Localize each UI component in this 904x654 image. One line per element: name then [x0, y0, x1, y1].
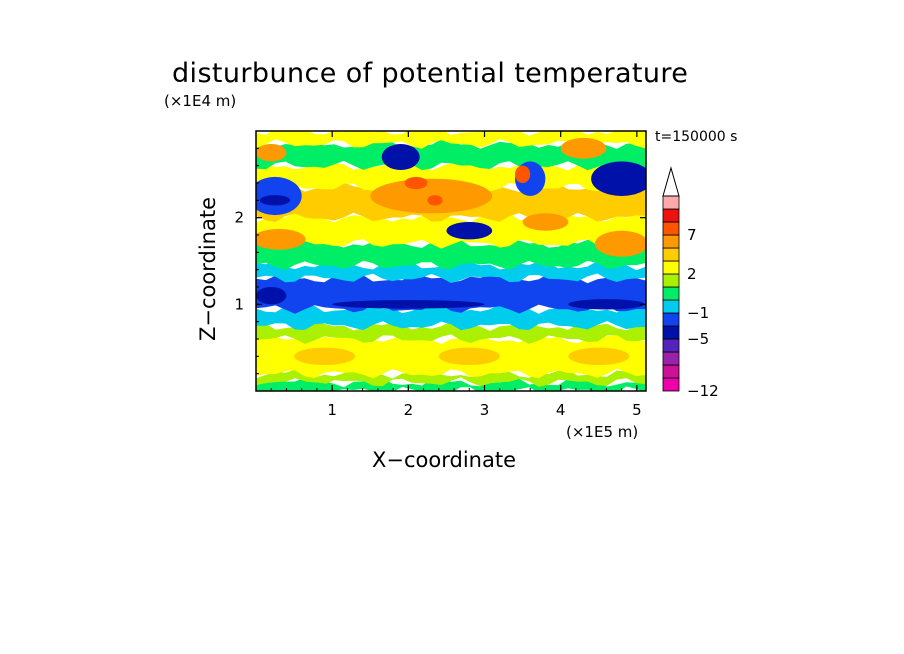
contour-feature [427, 195, 443, 206]
contour-feature [568, 347, 630, 365]
contour-feature [332, 300, 485, 309]
contour-feature [515, 165, 531, 183]
x-tick-label: 1 [327, 401, 337, 419]
colorbar-tick-label: 2 [687, 265, 697, 283]
colorbar-segment [662, 286, 680, 301]
y-axis-unit-label: (×1E4 m) [164, 92, 237, 110]
colorbar-segment [662, 208, 680, 223]
colorbar-tick-label: −1 [687, 304, 709, 322]
contour-feature [591, 161, 646, 196]
colorbar-segment [662, 364, 680, 379]
colorbar-segment [662, 260, 680, 275]
colorbar-extend-arrow [662, 166, 680, 197]
colorbar-segment [662, 221, 680, 236]
contour-feature [522, 213, 569, 231]
colorbar: −12−5−127 [662, 166, 719, 400]
contour-feature [381, 144, 420, 170]
plot-frame [255, 130, 647, 392]
colorbar-segment [662, 351, 680, 366]
time-label: t=150000 s [655, 129, 738, 145]
x-axis-unit-label: (×1E5 m) [566, 423, 639, 441]
x-axis-label: X−coordinate [372, 448, 516, 472]
x-tick-label: 5 [632, 401, 642, 419]
colorbar-segment [662, 234, 680, 249]
contour-band [256, 239, 646, 271]
colorbar-tick-label: −5 [687, 330, 709, 348]
contour-feature [256, 381, 333, 391]
colorbar-segment [662, 195, 680, 210]
colorbar-segment [662, 312, 680, 327]
contour-feature [294, 347, 356, 365]
contour-feature [446, 222, 493, 240]
contour-feature [438, 347, 500, 365]
contour-feature [404, 176, 428, 190]
contour-feature [568, 299, 645, 310]
colorbar-segment [662, 325, 680, 340]
contour-feature [256, 287, 287, 305]
colorbar-tick-label: 7 [687, 226, 697, 244]
x-tick-label: 4 [556, 401, 566, 419]
colorbar-segment [662, 377, 680, 392]
contour-feature [594, 230, 646, 257]
contour-band [256, 369, 646, 387]
contour-field [256, 131, 646, 391]
colorbar-tick-label: −12 [687, 382, 719, 400]
contour-band [256, 321, 646, 344]
colorbar-segment [662, 299, 680, 314]
x-tick-label: 2 [404, 401, 414, 419]
colorbar-segment [662, 273, 680, 288]
contour-feature [259, 195, 291, 206]
contour-feature [256, 144, 287, 162]
y-tick-label: 1 [234, 295, 244, 313]
contour-band [256, 377, 646, 391]
contour-feature [560, 137, 607, 159]
colorbar-segment [662, 247, 680, 262]
y-tick-label: 2 [234, 209, 244, 227]
x-tick-label: 3 [480, 401, 490, 419]
contour-band [256, 160, 646, 193]
chart-title: disturbunce of potential temperature [172, 58, 689, 89]
contour-band [256, 131, 646, 149]
colorbar-segment [662, 338, 680, 353]
contour-feature [256, 228, 306, 250]
